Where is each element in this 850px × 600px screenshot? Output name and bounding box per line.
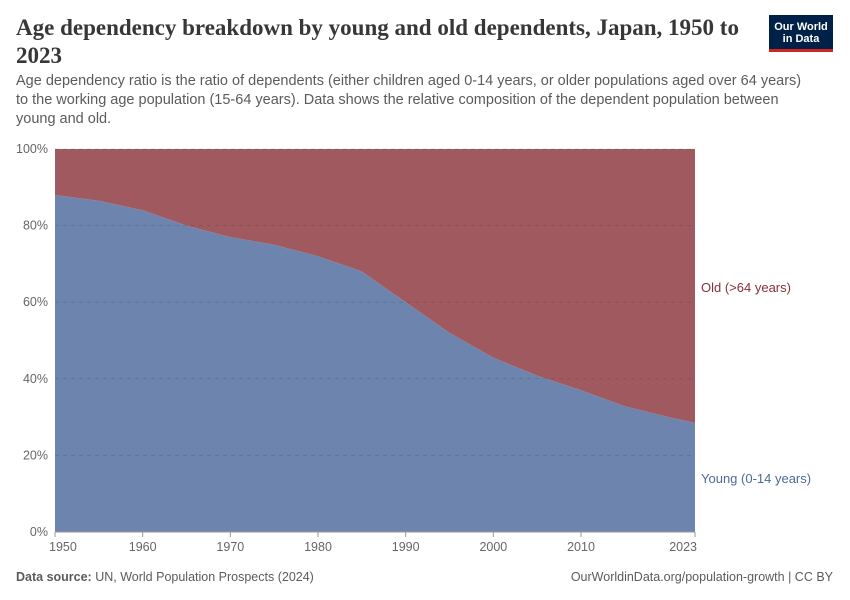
area-young [55,194,695,532]
owid-logo[interactable]: Our World in Data [769,15,833,52]
x-tick-label: 1950 [49,540,77,554]
x-tick-label: 1990 [392,540,420,554]
y-tick-label: 20% [23,448,48,462]
chart-title: Age dependency breakdown by young and ol… [16,15,739,68]
x-tick-label: 2010 [567,540,595,554]
footer-link[interactable]: OurWorldinData.org/population-growth | C… [570,570,833,584]
x-tick-label: 1970 [216,540,244,554]
data-source: Data source: UN, World Population Prospe… [16,570,314,584]
data-source-text: UN, World Population Prospects (2024) [95,570,314,584]
y-tick-label: 80% [23,219,48,233]
y-tick-label: 60% [23,295,48,309]
legend-label-young: Young (0-14 years) [701,471,811,486]
legend-label-old: Old (>64 years) [701,280,791,295]
x-tick-label: 1960 [129,540,157,554]
data-source-label: Data source: [16,570,92,584]
chart-subtitle: Age dependency ratio is the ratio of dep… [16,73,802,127]
y-tick-label: 0% [30,525,48,539]
x-tick-label: 2023 [669,540,697,554]
x-tick-label: 2000 [479,540,507,554]
y-tick-label: 40% [23,372,48,386]
x-tick-label: 1980 [304,540,332,554]
area-old [55,149,695,423]
y-tick-label: 100% [16,142,48,156]
